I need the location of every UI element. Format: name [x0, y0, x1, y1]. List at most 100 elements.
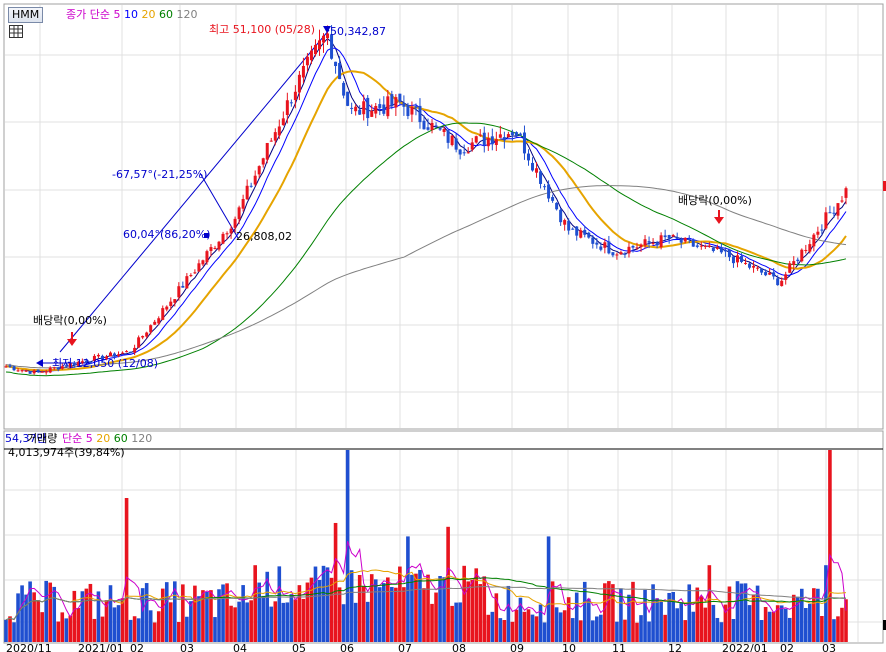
- volume-bar: [595, 616, 599, 642]
- volume-bar: [273, 601, 278, 642]
- volume-legend-prefix: 단순: [62, 432, 83, 445]
- trend-lower-label: 60,04°(86,20%): [123, 228, 211, 241]
- x-axis-labels: 2020/11 2021/01 02 03 04 05 06 07 08 09 10 11 12 2022…: [6, 642, 836, 652]
- x-tick-label: 03: [822, 642, 836, 652]
- volume-bar: [337, 587, 342, 642]
- volume-bar: [542, 622, 547, 642]
- volume-bar: [731, 619, 736, 642]
- candle-body: [326, 33, 330, 39]
- candle-body: [808, 244, 812, 252]
- candle-body: [342, 82, 346, 96]
- candle-body: [8, 365, 12, 367]
- volume-bar: [779, 605, 784, 642]
- candle-body: [772, 272, 776, 277]
- volume-bar: [607, 581, 611, 642]
- volume-bar: [398, 566, 402, 642]
- volume-bar: [715, 617, 720, 642]
- candle-body: [450, 135, 454, 146]
- price-current-marker: [883, 181, 886, 191]
- candle-body: [458, 149, 462, 155]
- candle-body: [366, 97, 370, 119]
- volume-bar: [285, 602, 290, 642]
- volume-bar: [506, 585, 511, 642]
- volume-bar: [136, 618, 141, 642]
- volume-bar: [699, 596, 704, 642]
- volume-bar: [759, 620, 764, 642]
- candle-body: [691, 240, 695, 247]
- volume-bar: [578, 620, 583, 642]
- candle-body: [752, 265, 756, 268]
- volume-bar: [108, 585, 113, 642]
- volume-bar: [386, 577, 390, 642]
- volume-bar: [659, 601, 663, 642]
- volume-bar: [189, 601, 193, 642]
- candle-body: [350, 107, 354, 109]
- volume-bar: [201, 590, 205, 642]
- volume-bar: [28, 581, 32, 642]
- candle-body: [478, 134, 482, 136]
- candle-body: [354, 106, 358, 112]
- volume-bar: [582, 581, 587, 642]
- ticker-box[interactable]: HMM: [8, 7, 44, 23]
- volume-legend-ma-5: 5: [85, 432, 93, 445]
- candle-body: [145, 332, 149, 337]
- volume-bar: [627, 594, 631, 642]
- candle-body: [828, 212, 832, 214]
- volume-bar: [619, 588, 623, 642]
- volume-bar: [570, 618, 575, 642]
- volume-bar: [112, 607, 117, 642]
- candle-body: [796, 259, 800, 262]
- candle-body: [603, 242, 607, 248]
- candle-body: [490, 136, 494, 145]
- volume-bar: [458, 602, 462, 642]
- candle-body: [502, 137, 506, 141]
- volume-bar: [510, 621, 515, 642]
- volume-bar: [4, 619, 8, 642]
- volume-bar: [289, 594, 294, 642]
- candle-body: [820, 229, 824, 231]
- volume-bar: [679, 602, 684, 642]
- candle-body: [100, 355, 104, 360]
- candle-body: [398, 93, 402, 102]
- volume-bar: [64, 618, 69, 642]
- candle-body: [619, 252, 623, 255]
- candle-body: [667, 235, 671, 239]
- candle-body: [362, 101, 366, 115]
- dividend-arrow-icon-1: [67, 339, 77, 346]
- volume-bar: [603, 583, 607, 642]
- volume-bar: [297, 585, 302, 642]
- price-legend-prefix: 종가 단순: [66, 8, 110, 21]
- candle-body: [466, 152, 470, 154]
- trend-point-marker: [204, 233, 209, 238]
- volume-bar: [450, 605, 454, 642]
- candle-body: [663, 235, 667, 238]
- table-grid-icon[interactable]: [9, 25, 23, 38]
- volume-bar: [816, 588, 820, 642]
- volume-bar: [546, 536, 551, 642]
- volume-bar: [265, 571, 270, 642]
- candle-body: [141, 336, 145, 338]
- candle-body: [442, 129, 446, 132]
- volume-bar: [611, 584, 615, 642]
- candle-body: [157, 318, 161, 324]
- volume-bar: [317, 579, 322, 642]
- candle-body: [659, 235, 663, 248]
- candle-body: [526, 153, 530, 161]
- candle-body: [836, 203, 840, 216]
- volume-bar: [482, 576, 487, 642]
- volume-bar: [514, 609, 519, 642]
- price-panel-border: [3, 3, 884, 430]
- candle-body: [374, 105, 378, 114]
- candle-body: [788, 263, 792, 273]
- volume-bar: [522, 611, 527, 642]
- candle-body: [137, 337, 141, 348]
- volume-bar: [329, 577, 334, 642]
- candle-body: [108, 352, 112, 357]
- volume-bar: [723, 604, 728, 642]
- candle-body: [486, 138, 490, 147]
- x-tick-label: 11: [612, 642, 626, 652]
- volume-bar: [470, 579, 475, 642]
- high-marker-icon: [323, 26, 331, 33]
- candle-body: [514, 132, 518, 136]
